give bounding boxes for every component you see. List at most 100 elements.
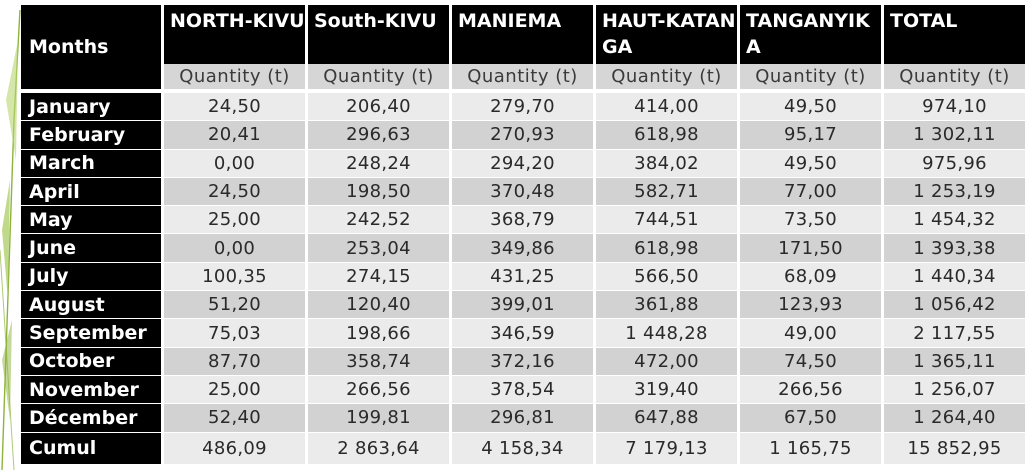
quantity-cell: 198,50 — [308, 177, 449, 207]
header-north-kivu: NORTH-KIVU — [164, 5, 305, 64]
header-tanganyika: TANGANYIKA — [740, 5, 881, 64]
quantity-cell: 472,00 — [596, 347, 737, 376]
table-row: January 24,50 206,40 279,70 414,00 49,50 974,1… — [21, 93, 1025, 122]
quantity-cell: 296,63 — [308, 121, 449, 150]
quantity-cell: 370,48 — [452, 177, 593, 207]
quantity-cell: 20,41 — [164, 121, 305, 150]
month-label: September — [21, 319, 161, 348]
header-total: TOTAL — [884, 5, 1025, 64]
table-row: March 0,00 248,24 294,20 384,02 49,50 975,96 — [21, 149, 1025, 178]
quantity-cell: 1 056,42 — [884, 291, 1025, 320]
quantity-cell: 95,17 — [740, 121, 881, 150]
quantity-cell: 266,56 — [308, 375, 449, 405]
quantity-cell: 431,25 — [452, 262, 593, 292]
quantity-cell: 49,00 — [740, 319, 881, 348]
quantity-cell: 270,93 — [452, 121, 593, 150]
quantity-cell: 279,70 — [452, 93, 593, 122]
quantity-cell: 1 165,75 — [740, 432, 881, 465]
unit-label: Quantity (t) — [884, 64, 1025, 93]
quantity-cell: 49,50 — [740, 149, 881, 178]
month-label: January — [21, 93, 161, 122]
unit-label: Quantity (t) — [740, 64, 881, 93]
quantity-cell: 51,20 — [164, 291, 305, 320]
quantity-cell: 25,00 — [164, 206, 305, 235]
unit-label: Quantity (t) — [452, 64, 593, 93]
unit-label: Quantity (t) — [308, 64, 449, 93]
month-label: July — [21, 262, 161, 292]
quantity-cell: 566,50 — [596, 262, 737, 292]
quantity-cell: 266,56 — [740, 375, 881, 405]
month-label: August — [21, 291, 161, 320]
quantity-cell: 77,00 — [740, 177, 881, 207]
quantity-cell: 67,50 — [740, 404, 881, 433]
quantity-cell: 1 440,34 — [884, 262, 1025, 292]
table-row: Décember 52,40 199,81 296,81 647,88 67,50 1 26… — [21, 404, 1025, 433]
quantity-cell: 744,51 — [596, 206, 737, 235]
quantity-cell: 24,50 — [164, 177, 305, 207]
quantity-cell: 198,66 — [308, 319, 449, 348]
quantity-cell: 15 852,95 — [884, 432, 1025, 465]
header-haut-katanga: HAUT-KATANGA — [596, 5, 737, 64]
quantity-cell: 24,50 — [164, 93, 305, 122]
quantity-cell: 120,40 — [308, 291, 449, 320]
table-row: November 25,00 266,56 378,54 319,40 266,56 1 2… — [21, 375, 1025, 405]
table-row: February 20,41 296,63 270,93 618,98 95,17 1 30… — [21, 121, 1025, 150]
month-label: February — [21, 121, 161, 150]
production-table: Months NORTH-KIVU South-KIVU MANIEMA HAU… — [18, 5, 1028, 465]
quantity-cell: 74,50 — [740, 347, 881, 376]
month-label: Cumul — [21, 432, 161, 465]
quantity-cell: 1 393,38 — [884, 234, 1025, 263]
quantity-cell: 368,79 — [452, 206, 593, 235]
quantity-cell: 1 448,28 — [596, 319, 737, 348]
table-row: October 87,70 358,74 372,16 472,00 74,50 1 365… — [21, 347, 1025, 376]
quantity-cell: 384,02 — [596, 149, 737, 178]
header-row: Months NORTH-KIVU South-KIVU MANIEMA HAU… — [21, 5, 1025, 93]
quantity-cell: 647,88 — [596, 404, 737, 433]
quantity-cell: 358,74 — [308, 347, 449, 376]
quantity-cell: 7 179,13 — [596, 432, 737, 465]
quantity-cell: 1 302,11 — [884, 121, 1025, 150]
quantity-cell: 1 256,07 — [884, 375, 1025, 405]
quantity-cell: 1 365,11 — [884, 347, 1025, 376]
quantity-cell: 319,40 — [596, 375, 737, 405]
quantity-cell: 75,03 — [164, 319, 305, 348]
quantity-cell: 361,88 — [596, 291, 737, 320]
quantity-cell: 414,00 — [596, 93, 737, 122]
table-row: August 51,20 120,40 399,01 361,88 123,93 1 056… — [21, 291, 1025, 320]
quantity-cell: 52,40 — [164, 404, 305, 433]
quantity-cell: 372,16 — [452, 347, 593, 376]
decorative-leaf-graphic — [0, 9, 21, 471]
quantity-cell: 274,15 — [308, 262, 449, 292]
quantity-cell: 399,01 — [452, 291, 593, 320]
quantity-cell: 100,35 — [164, 262, 305, 292]
table-row: July 100,35 274,15 431,25 566,50 68,09 1 440,3… — [21, 262, 1025, 292]
quantity-cell: 248,24 — [308, 149, 449, 178]
quantity-cell: 346,59 — [452, 319, 593, 348]
quantity-cell: 296,81 — [452, 404, 593, 433]
quantity-cell: 253,04 — [308, 234, 449, 263]
month-label: Décember — [21, 404, 161, 433]
quantity-cell: 349,86 — [452, 234, 593, 263]
quantity-cell: 123,93 — [740, 291, 881, 320]
quantity-cell: 582,71 — [596, 177, 737, 207]
quantity-cell: 2 863,64 — [308, 432, 449, 465]
month-label: March — [21, 149, 161, 178]
month-label: May — [21, 206, 161, 235]
month-label: October — [21, 347, 161, 376]
table-row: September 75,03 198,66 346,59 1 448,28 49,00 2… — [21, 319, 1025, 348]
quantity-cell: 73,50 — [740, 206, 881, 235]
table-row: April 24,50 198,50 370,48 582,71 77,00 1 253,1… — [21, 177, 1025, 207]
quantity-cell: 1 264,40 — [884, 404, 1025, 433]
table-row: May 25,00 242,52 368,79 744,51 73,50 1 454,32 — [21, 206, 1025, 235]
cumul-row: Cumul 486,09 2 863,64 4 158,34 7 179,13 1 165… — [21, 432, 1025, 465]
unit-label: Quantity (t) — [164, 64, 305, 93]
quantity-cell: 199,81 — [308, 404, 449, 433]
quantity-cell: 242,52 — [308, 206, 449, 235]
table-body: January 24,50 206,40 279,70 414,00 49,50 974,1… — [21, 93, 1025, 465]
quantity-cell: 0,00 — [164, 234, 305, 263]
month-label: April — [21, 177, 161, 207]
quantity-cell: 206,40 — [308, 93, 449, 122]
month-label: June — [21, 234, 161, 263]
months-header: Months — [21, 5, 161, 93]
quantity-cell: 1 253,19 — [884, 177, 1025, 207]
